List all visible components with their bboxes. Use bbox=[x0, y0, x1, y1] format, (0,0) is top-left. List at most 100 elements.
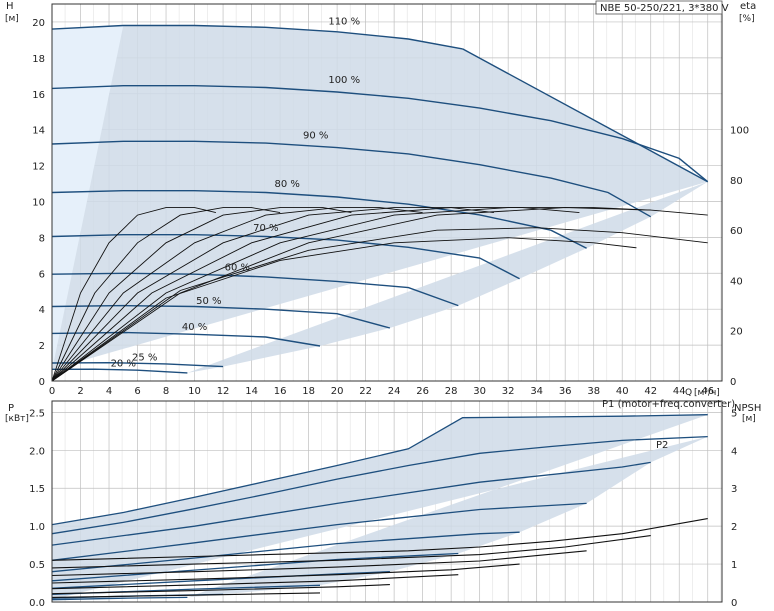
power-curve-1 bbox=[51, 414, 708, 526]
curve-label-top-2: 100 % bbox=[328, 75, 360, 86]
y-axis-unit-h: [м] bbox=[5, 14, 19, 24]
curve-label-top-8: 40 % bbox=[182, 322, 207, 333]
x-axis-title-q: Q bbox=[685, 388, 692, 398]
y-tick-label: 10 bbox=[32, 197, 45, 208]
x-tick-label: 26 bbox=[416, 386, 429, 397]
power-curve-6 bbox=[51, 552, 459, 582]
y-axis-title-h: H bbox=[6, 1, 14, 12]
efficiency-curve-2 bbox=[51, 207, 281, 382]
y2-tick-label: 0 bbox=[730, 377, 736, 388]
x-tick-label: 46 bbox=[701, 386, 714, 397]
y-tick-label: 18 bbox=[32, 54, 45, 65]
x-tick-label: 2 bbox=[77, 386, 83, 397]
efficiency-curve-3 bbox=[51, 207, 352, 382]
plot-frame bbox=[51, 3, 723, 382]
x-tick-label: 20 bbox=[331, 386, 344, 397]
efficiency-curve-10 bbox=[51, 237, 637, 382]
npsh-curve-1 bbox=[51, 518, 708, 561]
y2-axis-unit-eta: [%] bbox=[739, 14, 755, 24]
y-tick-label: 20 bbox=[32, 18, 45, 29]
x-tick-label: 10 bbox=[188, 386, 201, 397]
x-tick-label: 32 bbox=[502, 386, 515, 397]
curve-label-top-3: 90 % bbox=[303, 131, 328, 142]
power-curve-4 bbox=[51, 502, 587, 561]
power-curve-5 bbox=[51, 531, 520, 573]
x-tick-label: 28 bbox=[445, 386, 458, 397]
y-tick-label: 0 bbox=[39, 377, 45, 388]
head-efficiency-chart: 110 %100 %90 %80 %70 %60 %50 %40 %25 %20… bbox=[32, 3, 749, 397]
x-tick-label: 40 bbox=[616, 386, 629, 397]
p-tick-label: 2.0 bbox=[29, 446, 45, 457]
plot-frame bbox=[51, 400, 723, 603]
npsh-tick-label: 1 bbox=[731, 560, 737, 571]
title-box bbox=[595, 0, 723, 15]
y2-tick-label: 60 bbox=[730, 226, 743, 237]
y2-axis-unit-npsh: [м] bbox=[742, 414, 756, 424]
efficiency-curve-7 bbox=[51, 207, 651, 382]
curve-label-top-7: 50 % bbox=[196, 296, 221, 307]
curve-label-top-1: 110 % bbox=[328, 17, 360, 28]
y-tick-label: 6 bbox=[39, 269, 45, 280]
head-curve-7 bbox=[51, 304, 391, 329]
y-tick-label: 14 bbox=[32, 126, 45, 137]
power-curve-10 bbox=[51, 596, 188, 601]
curve-label-p2: P2 bbox=[656, 440, 668, 451]
p-tick-label: 0.5 bbox=[29, 560, 45, 571]
x-tick-label: 6 bbox=[134, 386, 140, 397]
chart-title: NBE 50-250/221, 3*380 V bbox=[600, 3, 729, 14]
x-tick-label: 22 bbox=[359, 386, 372, 397]
x-tick-label: 8 bbox=[163, 386, 169, 397]
head-curve-10 bbox=[51, 368, 188, 374]
p-tick-label: 0.0 bbox=[29, 598, 45, 609]
head-curve-5 bbox=[51, 233, 520, 280]
y2-axis-title-npsh: NPSH bbox=[734, 403, 761, 414]
x-tick-label: 18 bbox=[302, 386, 315, 397]
power-curve-2 bbox=[51, 435, 708, 535]
y-tick-label: 12 bbox=[32, 162, 45, 173]
efficiency-curve-9 bbox=[51, 227, 708, 382]
x-tick-label: 16 bbox=[274, 386, 287, 397]
x-tick-label: 14 bbox=[245, 386, 258, 397]
y2-tick-label: 80 bbox=[730, 176, 743, 187]
head-curve-8 bbox=[51, 331, 321, 347]
y2-tick-label: 20 bbox=[730, 327, 743, 338]
x-tick-label: 36 bbox=[559, 386, 572, 397]
y-tick-label: 2 bbox=[39, 341, 45, 352]
npsh-tick-label: 4 bbox=[731, 446, 737, 457]
npsh-tick-label: 5 bbox=[731, 408, 737, 419]
y-tick-label: 8 bbox=[39, 233, 45, 244]
p-tick-label: 2.5 bbox=[29, 408, 45, 419]
head-curve-3 bbox=[51, 140, 652, 218]
y-tick-label: 16 bbox=[32, 90, 45, 101]
curve-label-top-4: 80 % bbox=[275, 179, 300, 190]
x-tick-label: 12 bbox=[217, 386, 230, 397]
min-flow-area bbox=[52, 25, 124, 371]
y2-tick-label: 100 bbox=[730, 126, 749, 137]
y2-axis-title-eta: eta bbox=[740, 1, 756, 12]
npsh-curve-7 bbox=[51, 592, 321, 598]
efficiency-curve-4 bbox=[51, 207, 423, 382]
y-axis-title-p: P bbox=[8, 403, 14, 414]
power-npsh-chart: P1 (motor+freq.converter) P2 0.0 0.5 1.0 1.5 2… bbox=[29, 399, 737, 609]
npsh-tick-label: 3 bbox=[731, 484, 737, 495]
x-tick-label: 42 bbox=[644, 386, 657, 397]
curve-label-top-10: 20 % bbox=[111, 359, 136, 370]
x-axis-unit-q: [м³/ч] bbox=[694, 388, 720, 398]
x-tick-label: 34 bbox=[530, 386, 543, 397]
p-tick-label: 1.5 bbox=[29, 484, 45, 495]
head-curve-4 bbox=[51, 189, 587, 249]
curve-label-top-9: 25 % bbox=[132, 352, 157, 363]
curve-label-top-6: 60 % bbox=[225, 263, 250, 274]
curve-label-top-5: 70 % bbox=[253, 223, 278, 234]
efficiency-curve-1 bbox=[51, 207, 217, 382]
npsh-curve-2 bbox=[51, 535, 651, 569]
npsh-curve-3 bbox=[51, 550, 587, 577]
x-tick-label: 44 bbox=[673, 386, 686, 397]
head-curve-1 bbox=[51, 24, 463, 50]
curve-label-p1: P1 (motor+freq.converter) bbox=[602, 399, 735, 410]
p-tick-label: 1.0 bbox=[29, 522, 45, 533]
power-range-area bbox=[52, 414, 708, 600]
head-curve-6 bbox=[51, 272, 459, 307]
x-tick-label: 38 bbox=[587, 386, 600, 397]
